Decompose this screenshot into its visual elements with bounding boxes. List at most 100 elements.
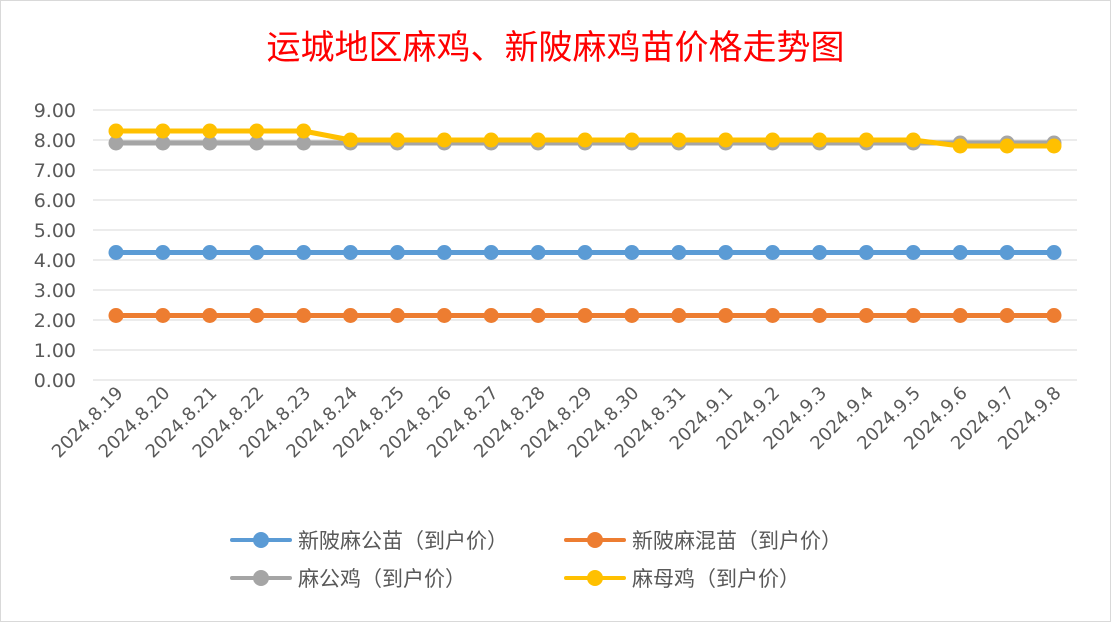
y-tick-label: 8.00 bbox=[34, 130, 76, 152]
data-point bbox=[1046, 308, 1062, 323]
data-point bbox=[155, 123, 171, 139]
data-point bbox=[108, 135, 124, 151]
data-point bbox=[202, 308, 218, 323]
data-point bbox=[296, 135, 312, 151]
legend-marker-series-3 bbox=[564, 568, 626, 588]
data-series bbox=[108, 123, 1062, 323]
data-point bbox=[999, 308, 1015, 323]
data-point bbox=[671, 308, 687, 323]
data-point bbox=[858, 132, 874, 148]
data-point bbox=[624, 245, 640, 260]
legend-dot bbox=[253, 532, 269, 548]
data-point bbox=[718, 245, 734, 260]
data-point bbox=[202, 123, 218, 139]
series-0 bbox=[108, 245, 1062, 260]
legend-marker-series-1 bbox=[564, 530, 626, 550]
data-point bbox=[1046, 138, 1062, 154]
data-point bbox=[858, 245, 874, 260]
data-point bbox=[812, 308, 827, 323]
data-point bbox=[952, 308, 968, 323]
data-point bbox=[108, 308, 124, 323]
data-point bbox=[718, 132, 734, 148]
data-point bbox=[202, 245, 218, 260]
legend-label-series-1: 新陂麻混苗（到户价） bbox=[632, 529, 842, 553]
data-point bbox=[389, 132, 405, 148]
y-tick-label: 3.00 bbox=[34, 280, 76, 302]
data-point bbox=[343, 308, 358, 323]
data-point bbox=[577, 245, 593, 260]
data-point bbox=[108, 245, 124, 260]
y-tick-label: 5.00 bbox=[34, 220, 76, 242]
data-point bbox=[765, 132, 781, 148]
data-point bbox=[671, 245, 687, 260]
data-point bbox=[952, 138, 968, 154]
data-point bbox=[155, 135, 171, 151]
legend-marker-series-2 bbox=[230, 568, 292, 588]
data-point bbox=[999, 138, 1015, 154]
data-point bbox=[296, 308, 312, 323]
data-point bbox=[249, 135, 265, 151]
y-tick-label: 0.00 bbox=[34, 370, 76, 392]
y-tick-label: 4.00 bbox=[34, 250, 76, 272]
data-point bbox=[999, 245, 1015, 260]
data-point bbox=[530, 308, 546, 323]
data-point bbox=[249, 245, 265, 260]
y-tick-label: 9.00 bbox=[34, 100, 76, 122]
data-point bbox=[343, 132, 358, 148]
data-point bbox=[436, 245, 452, 260]
data-point bbox=[483, 308, 499, 323]
data-point bbox=[483, 245, 499, 260]
series-1 bbox=[108, 308, 1062, 323]
legend-dot bbox=[587, 532, 603, 548]
legend-label-series-0: 新陂麻公苗（到户价） bbox=[298, 529, 508, 553]
data-point bbox=[812, 132, 827, 148]
chart-title: 运城地区麻鸡、新陂麻鸡苗价格走势图 bbox=[266, 28, 845, 68]
data-point bbox=[858, 308, 874, 323]
legend-dot bbox=[587, 570, 603, 586]
data-point bbox=[202, 135, 218, 151]
y-tick-label: 7.00 bbox=[34, 160, 76, 182]
data-point bbox=[155, 308, 171, 323]
legend-dot bbox=[253, 570, 269, 586]
y-tick-label: 1.00 bbox=[34, 340, 76, 362]
data-point bbox=[718, 308, 734, 323]
data-point bbox=[577, 308, 593, 323]
legend-item-series-2: 麻公鸡（到户价） bbox=[230, 560, 466, 596]
legend-item-series-3: 麻母鸡（到户价） bbox=[564, 560, 800, 596]
data-point bbox=[249, 308, 265, 323]
data-point bbox=[108, 123, 124, 139]
data-point bbox=[765, 245, 781, 260]
data-point bbox=[249, 123, 265, 139]
data-point bbox=[765, 308, 781, 323]
legend-label-series-2: 麻公鸡（到户价） bbox=[298, 567, 466, 591]
legend-marker-series-0 bbox=[230, 530, 292, 550]
y-tick-label: 6.00 bbox=[34, 190, 76, 212]
legend-label-series-3: 麻母鸡（到户价） bbox=[632, 567, 800, 591]
data-point bbox=[530, 132, 546, 148]
data-point bbox=[155, 245, 171, 260]
data-point bbox=[343, 245, 358, 260]
data-point bbox=[952, 245, 968, 260]
data-point bbox=[905, 308, 921, 323]
data-point bbox=[436, 308, 452, 323]
legend-item-series-0: 新陂麻公苗（到户价） bbox=[230, 522, 508, 558]
y-axis-tick-labels: 0.00 1.00 2.00 3.00 4.00 5.00 6.00 7.00 8.00 9.00 bbox=[34, 100, 76, 392]
data-point bbox=[671, 132, 687, 148]
y-tick-label: 2.00 bbox=[34, 310, 76, 332]
x-axis-tick-labels: 2024.8.192024.8.202024.8.212024.8.222024… bbox=[48, 383, 1066, 463]
data-point bbox=[530, 245, 546, 260]
data-point bbox=[624, 132, 640, 148]
data-point bbox=[483, 132, 499, 148]
data-point bbox=[577, 132, 593, 148]
data-point bbox=[296, 123, 312, 139]
data-point bbox=[389, 245, 405, 260]
data-point bbox=[1046, 245, 1062, 260]
data-point bbox=[436, 132, 452, 148]
data-point bbox=[905, 245, 921, 260]
data-point bbox=[389, 308, 405, 323]
legend-item-series-1: 新陂麻混苗（到户价） bbox=[564, 522, 842, 558]
data-point bbox=[624, 308, 640, 323]
series-3 bbox=[108, 123, 1062, 154]
